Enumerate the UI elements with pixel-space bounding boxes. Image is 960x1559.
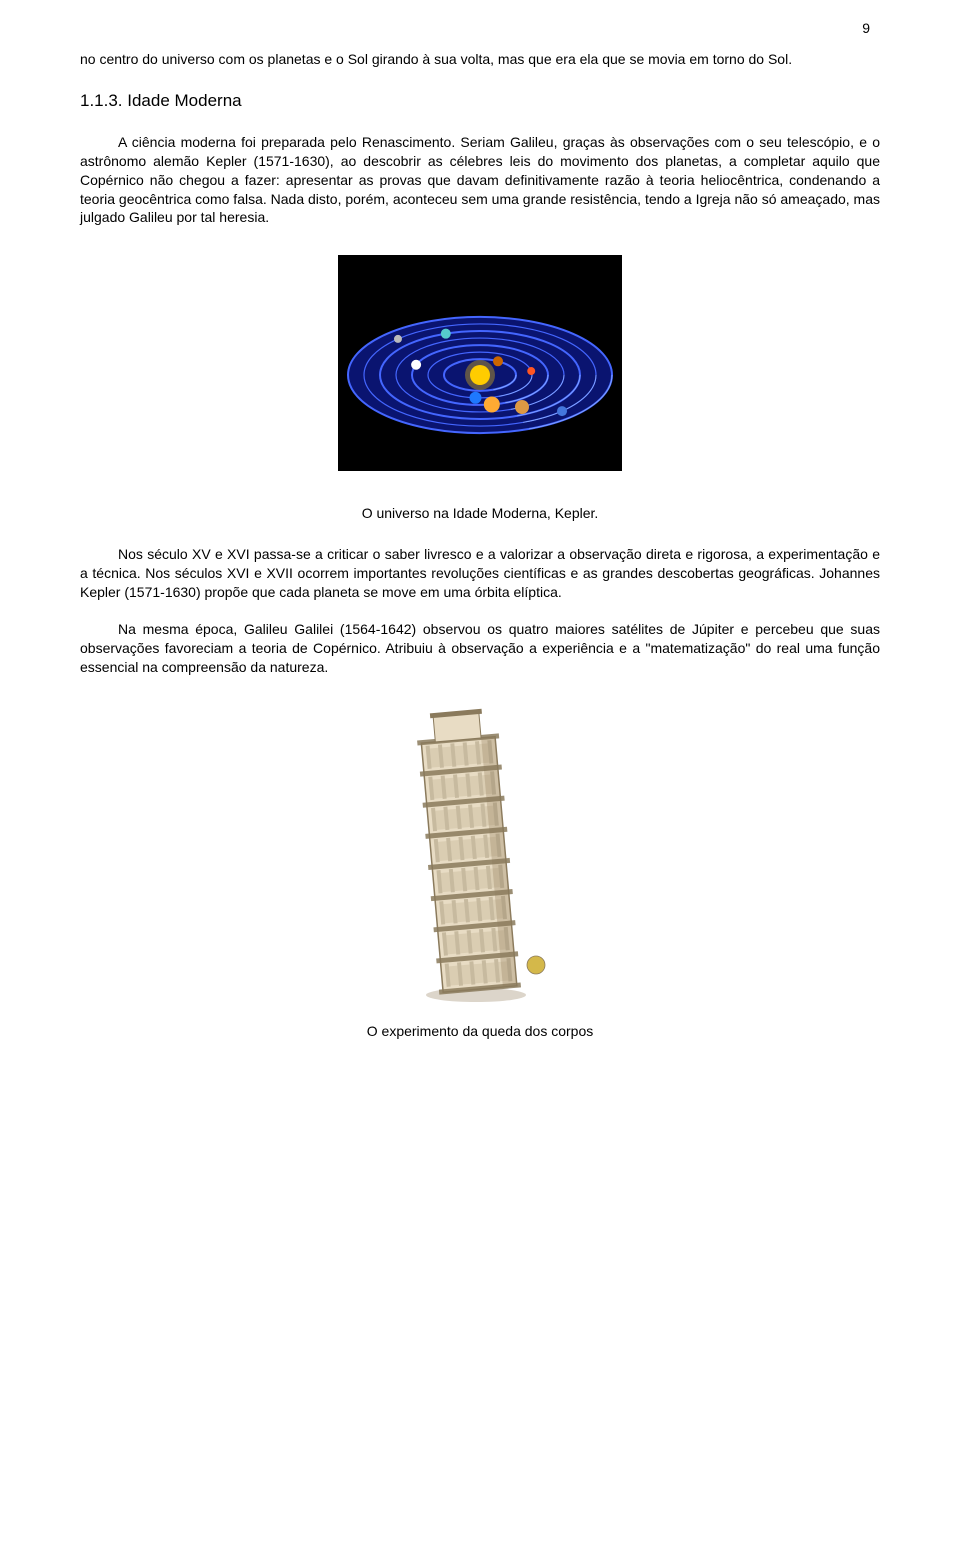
figure-tower: O experimento da queda dos corpos [80, 707, 880, 1039]
paragraph-2: A ciência moderna foi preparada pelo Ren… [80, 133, 880, 227]
paragraph-intro: no centro do universo com os planetas e … [80, 50, 880, 69]
paragraph-4: Na mesma época, Galileu Galilei (1564-16… [80, 620, 880, 677]
tower-illustration [375, 707, 585, 1007]
caption-tower: O experimento da queda dos corpos [367, 1023, 593, 1039]
solar-system-diagram [338, 255, 622, 471]
caption-solar: O universo na Idade Moderna, Kepler. [362, 505, 599, 521]
section-heading: 1.1.3. Idade Moderna [80, 91, 880, 111]
figure-solar-system: O universo na Idade Moderna, Kepler. [80, 255, 880, 521]
paragraph-3: Nos século XV e XVI passa-se a criticar … [80, 545, 880, 602]
page-number: 9 [862, 20, 870, 36]
